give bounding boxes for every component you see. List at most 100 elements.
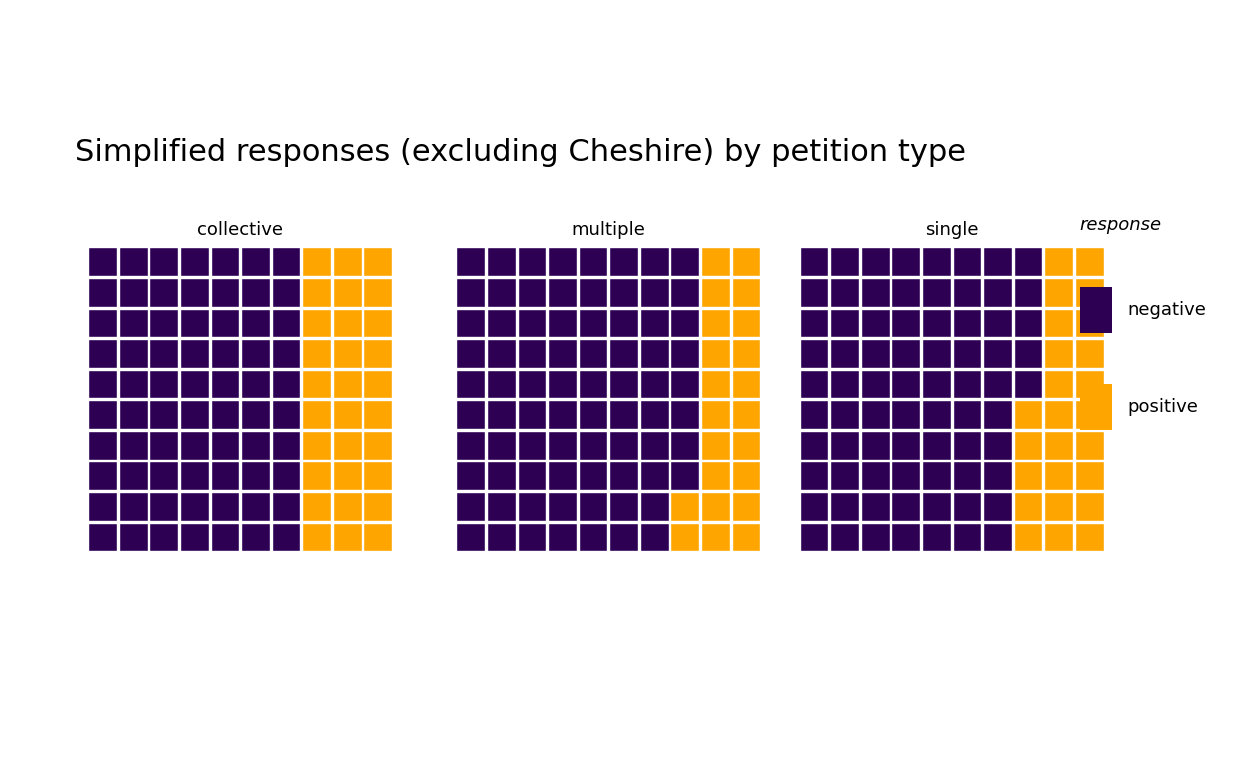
Bar [830,462,859,490]
Bar [1075,400,1103,429]
Bar [1013,369,1042,399]
Bar [272,247,301,276]
Bar [548,339,577,368]
Bar [548,462,577,490]
Bar [830,431,859,459]
Bar [89,278,117,306]
Bar [609,492,638,521]
Bar [241,431,270,459]
Bar [548,431,577,459]
Bar [1075,522,1103,551]
Bar [89,522,117,551]
Bar [211,339,240,368]
Bar [640,522,669,551]
Bar [518,339,547,368]
Bar [333,492,362,521]
Bar [922,462,951,490]
Bar [487,400,515,429]
Bar [670,462,699,490]
Bar [731,309,760,337]
Bar [272,400,301,429]
Bar [150,369,178,399]
Bar [830,247,859,276]
Bar [119,522,147,551]
Bar [731,278,760,306]
Bar [211,369,240,399]
Bar [302,247,331,276]
Bar [952,431,981,459]
Bar [180,247,208,276]
Bar [891,431,920,459]
Bar [1075,431,1103,459]
Bar [983,462,1012,490]
Bar [609,431,638,459]
Bar [640,462,669,490]
Bar [1075,492,1103,521]
Bar [983,431,1012,459]
Bar [830,278,859,306]
Text: positive: positive [1127,398,1198,416]
Bar [952,247,981,276]
Bar [457,431,485,459]
Bar [1045,522,1073,551]
Bar [640,309,669,337]
Bar [241,278,270,306]
Bar [548,309,577,337]
Bar [241,462,270,490]
Bar [1080,384,1112,430]
Bar [89,400,117,429]
Bar [701,369,730,399]
Bar [1045,492,1073,521]
Title: multiple: multiple [572,221,645,240]
Bar [922,278,951,306]
Bar [1075,339,1103,368]
Bar [518,247,547,276]
Bar [180,400,208,429]
Bar [701,339,730,368]
Bar [891,522,920,551]
Bar [119,339,147,368]
Bar [670,309,699,337]
Bar [180,431,208,459]
Bar [670,278,699,306]
Bar [333,247,362,276]
Bar [302,278,331,306]
Bar [363,339,392,368]
Bar [1013,462,1042,490]
Bar [1013,278,1042,306]
Bar [983,369,1012,399]
Bar [211,400,240,429]
Bar [302,339,331,368]
Bar [1045,369,1073,399]
Bar [119,247,147,276]
Bar [180,522,208,551]
Bar [891,369,920,399]
Bar [983,492,1012,521]
Title: collective: collective [197,221,283,240]
Bar [701,278,730,306]
Bar [701,522,730,551]
Bar [1075,462,1103,490]
Bar [457,309,485,337]
Text: negative: negative [1127,301,1207,319]
Bar [922,492,951,521]
Bar [952,339,981,368]
Bar [180,462,208,490]
Bar [922,369,951,399]
Bar [731,400,760,429]
Bar [640,369,669,399]
Bar [457,492,485,521]
Bar [333,339,362,368]
Bar [830,339,859,368]
Bar [1013,339,1042,368]
Bar [180,339,208,368]
Bar [211,431,240,459]
Bar [487,369,515,399]
Bar [1045,431,1073,459]
Bar [1013,522,1042,551]
Bar [922,309,951,337]
Bar [241,522,270,551]
Bar [861,522,890,551]
Bar [579,462,608,490]
Bar [457,339,485,368]
